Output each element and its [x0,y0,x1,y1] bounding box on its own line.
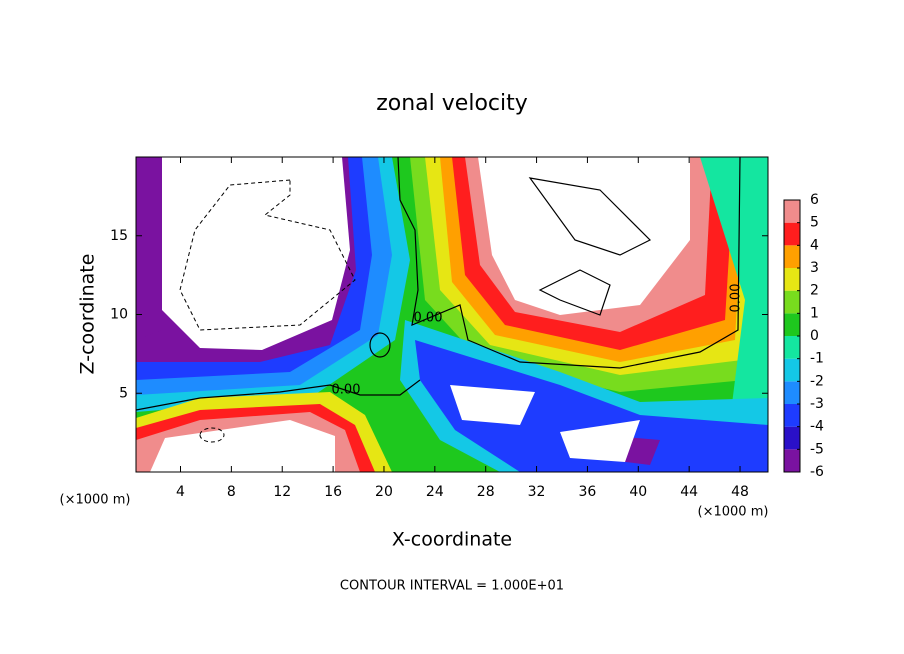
filled-contour [560,420,640,462]
filled-contour [450,385,535,425]
x-tick-label: 40 [629,484,647,500]
contour-label: 0.00 [729,284,744,313]
colorbar-tick-label: 5 [810,215,819,231]
colorbar-band [784,381,800,404]
filled-contour [150,420,335,472]
colorbar-tick-label: -5 [810,441,824,457]
x-tick-label: 24 [426,484,444,500]
contour-line [538,269,611,316]
colorbar-tick-label: -3 [810,396,824,412]
x-tick-label: 32 [528,484,546,500]
filled-contour [700,157,768,420]
colorbar-band [784,268,800,291]
x-tick-label: 44 [680,484,698,500]
colorbar-band [784,245,800,268]
colorbar-band [784,290,800,314]
x-tick-label: 48 [731,484,749,500]
colorbar-tick-label: -2 [810,373,824,389]
colorbar-band [784,313,800,336]
footer: CONTOUR INTERVAL = 1.000E+01 [340,579,564,594]
colorbar-tick-label: 0 [810,328,819,344]
field: 0.00 0.00 0.00 [136,157,768,472]
colorbar-tick-label: 2 [810,283,819,299]
colorbar-band [784,336,800,359]
colorbar-tick-label: 6 [810,192,819,208]
x-tick-label: 4 [176,484,185,500]
y-tick-label: 5 [119,385,128,401]
x-tick-label: 20 [375,484,393,500]
contour-line [397,157,741,369]
colorbar-band [784,404,800,427]
colorbar-band [784,426,800,450]
y-tick-label: 10 [110,307,128,323]
y-unit-label: (×1000 m) [60,493,131,508]
colorbar-tick-label: -6 [810,464,824,480]
contour-line [528,177,652,256]
contour-line [136,379,421,411]
x-tick-label: 36 [579,484,597,500]
x-axis-title: X-coordinate [392,529,512,551]
y-axis-title: Z-coordinate [77,254,99,375]
contour-line [199,427,225,443]
colorbar-band [784,200,800,223]
x-tick-label: 8 [227,484,236,500]
colorbar-band [784,358,800,382]
colorbar-tick-label: 1 [810,305,819,321]
x-unit-label: (×1000 m) [698,505,769,520]
colorbar-band [784,222,800,246]
contour-line [369,332,391,358]
filled-contour [415,340,768,472]
chart-title: zonal velocity [376,91,528,116]
filled-contour [478,157,690,315]
filled-contour [136,157,162,340]
y-tick-label: 15 [110,228,128,244]
colorbar-tick-label: -1 [810,351,824,367]
colorbar-tick-label: 3 [810,260,819,276]
x-tick-label: 12 [273,484,291,500]
contour-label: 0.00 [414,311,443,326]
contour-line [179,179,356,331]
contour-label: 0.00 [332,383,361,398]
x-tick-label: 16 [324,484,342,500]
colorbar-band [784,449,800,472]
filled-contour [162,157,350,350]
colorbar-tick-label: 4 [810,237,819,253]
x-tick-label: 28 [477,484,495,500]
colorbar-tick-label: -4 [810,419,824,435]
